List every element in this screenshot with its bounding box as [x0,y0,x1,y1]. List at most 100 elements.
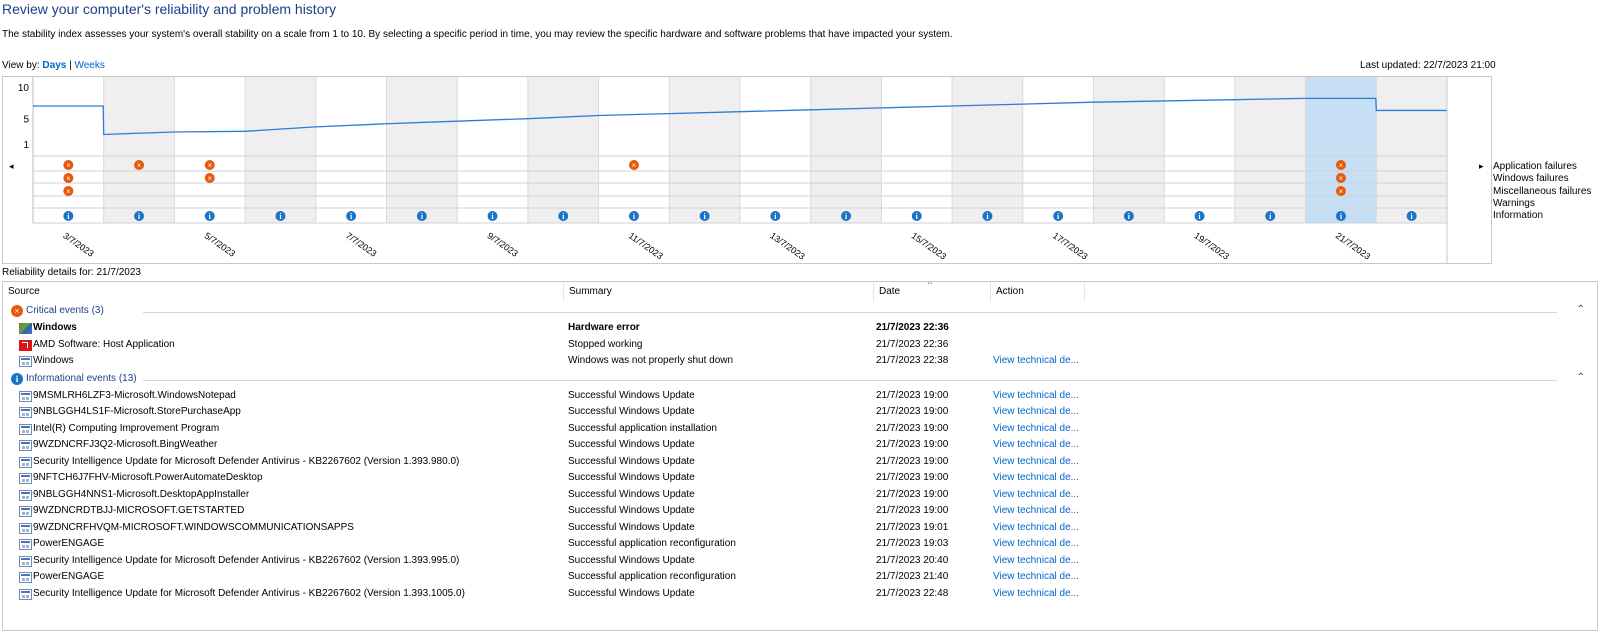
view-technical-details-link[interactable]: View technical de... [993,355,1079,366]
view-technical-details-link[interactable]: View technical de... [993,505,1079,516]
error-event-icon[interactable] [1335,186,1346,196]
error-event-icon[interactable] [204,160,215,170]
info-event-icon[interactable] [1335,211,1346,221]
error-event-icon[interactable] [1335,160,1346,170]
informational-events-group[interactable]: i Informational events (13) ⌃ [3,372,1597,388]
view-weeks-link[interactable]: Weeks [74,60,105,71]
table-row[interactable]: 9NBLGGH4NNS1-Microsoft.DesktopAppInstall… [3,488,1597,504]
error-event-icon[interactable] [628,160,639,170]
info-event-icon[interactable] [770,211,781,221]
app-icon [19,456,32,468]
day-column[interactable] [1164,77,1235,223]
error-event-icon[interactable] [204,173,215,183]
info-event-icon[interactable] [134,211,145,221]
info-event-icon[interactable] [1406,211,1417,221]
info-event-icon[interactable] [487,211,498,221]
collapse-chevron-icon[interactable]: ⌃ [1576,371,1585,383]
stability-chart[interactable]: 10 5 1 × × × × × × × × × × i i i i i i i i i i i i i i i i i i i i ◂ ▸ 3/7/… [2,76,1492,264]
view-technical-details-link[interactable]: View technical de... [993,571,1079,582]
table-row[interactable]: 9WZDNCRDTBJJ-MICROSOFT.GETSTARTED Success… [3,504,1597,520]
table-row[interactable]: AMD Software: Host Application Stopped wo… [3,338,1597,354]
day-column[interactable] [33,77,104,223]
day-column[interactable] [527,77,599,223]
table-row[interactable]: Windows Hardware error 21/7/2023 22:36 [3,321,1597,337]
critical-group-label[interactable]: Critical events (3) [26,305,104,316]
view-technical-details-link[interactable]: View technical de... [993,488,1079,500]
day-column[interactable] [386,77,458,223]
info-event-icon[interactable] [1123,211,1134,221]
view-days-link[interactable]: Days [42,60,67,71]
table-row[interactable]: PowerENGAGE Successful application reconf… [3,570,1597,586]
table-row[interactable]: PowerENGAGE Successful application reconf… [3,537,1597,553]
view-technical-details-link[interactable]: View technical de... [993,406,1079,417]
info-event-icon[interactable] [699,211,710,221]
info-event-icon[interactable] [982,211,993,221]
column-header-source[interactable]: Source [3,282,564,302]
day-column[interactable] [740,77,811,223]
day-column[interactable] [881,77,953,223]
view-technical-details-link[interactable]: View technical de... [993,587,1079,599]
view-technical-details-link[interactable]: View technical de... [993,455,1079,467]
day-column[interactable] [103,77,175,223]
view-technical-details-link[interactable]: View technical de... [993,521,1079,533]
info-event-icon[interactable] [1265,211,1276,221]
table-row[interactable]: Security Intelligence Update for Microso… [3,455,1597,471]
day-column[interactable] [174,77,246,223]
view-technical-details-link[interactable]: View technical de... [993,538,1079,549]
view-technical-details-link[interactable]: View technical de... [993,439,1079,450]
table-row[interactable]: 9MSMLRH6LZF3-Microsoft.WindowsNotepad Suc… [3,389,1597,405]
info-event-icon[interactable] [346,211,357,221]
info-event-icon[interactable] [911,211,922,221]
info-event-icon[interactable] [275,211,286,221]
scroll-right-arrow[interactable]: ▸ [1479,161,1484,171]
info-event-icon[interactable] [628,211,639,221]
error-event-icon[interactable] [63,173,74,183]
error-event-icon[interactable] [134,160,145,170]
error-event-icon[interactable] [63,160,74,170]
critical-events-group[interactable]: × Critical events (3) ⌃ [3,304,1597,320]
day-column[interactable] [1022,77,1094,223]
table-row[interactable]: Security Intelligence Update for Microso… [3,554,1597,570]
info-glyph: i [1057,212,1060,221]
day-column[interactable] [1234,77,1306,223]
informational-group-label[interactable]: Informational events (13) [26,372,137,384]
column-header-action[interactable]: Action [991,282,1085,302]
info-event-icon[interactable] [63,211,74,221]
day-column[interactable] [315,77,387,223]
row-date: 21/7/2023 19:00 [876,455,949,467]
info-event-icon[interactable] [1194,211,1205,221]
scroll-left-arrow[interactable]: ◂ [9,161,14,171]
view-technical-details-link[interactable]: View technical de... [993,422,1079,434]
view-technical-details-link[interactable]: View technical de... [993,389,1079,401]
info-event-icon[interactable] [1053,211,1064,221]
day-column[interactable] [1376,77,1447,223]
day-column[interactable] [810,77,882,223]
table-row[interactable]: Windows Windows was not properly shut dow… [3,354,1597,370]
table-row[interactable]: 9WZDNCRFHVQM-MICROSOFT.WINDOWSCOMMUNICAT… [3,521,1597,537]
day-column[interactable] [1093,77,1165,223]
table-row[interactable]: 9WZDNCRFJ3Q2-Microsoft.BingWeather Succes… [3,438,1597,454]
day-column[interactable] [457,77,528,223]
table-row[interactable]: 9NFTCH6J7FHV-Microsoft.PowerAutomateDesk… [3,471,1597,487]
day-column[interactable] [245,77,316,223]
selected-day-column[interactable] [1305,77,1377,223]
info-event-icon[interactable] [841,211,852,221]
collapse-chevron-icon[interactable]: ⌃ [1576,304,1585,315]
info-event-icon[interactable] [204,211,215,221]
day-column[interactable] [669,77,740,223]
table-row[interactable]: Security Intelligence Update for Microso… [3,587,1597,603]
info-event-icon[interactable] [416,211,427,221]
row-date: 21/7/2023 19:00 [876,422,949,434]
column-header-summary[interactable]: Summary [564,282,874,302]
info-event-icon[interactable] [558,211,569,221]
table-row[interactable]: Intel(R) Computing Improvement Program Su… [3,422,1597,438]
table-row[interactable]: 9NBLGGH4LS1F-Microsoft.StorePurchaseApp S… [3,405,1597,421]
day-column[interactable] [952,77,1023,223]
error-event-icon[interactable] [63,186,74,196]
view-technical-details-link[interactable]: View technical de... [993,472,1079,483]
day-column[interactable] [598,77,670,223]
column-header-date[interactable]: Date [874,282,991,302]
error-event-icon[interactable] [1335,173,1346,183]
info-glyph: i [209,212,212,221]
view-technical-details-link[interactable]: View technical de... [993,554,1079,566]
